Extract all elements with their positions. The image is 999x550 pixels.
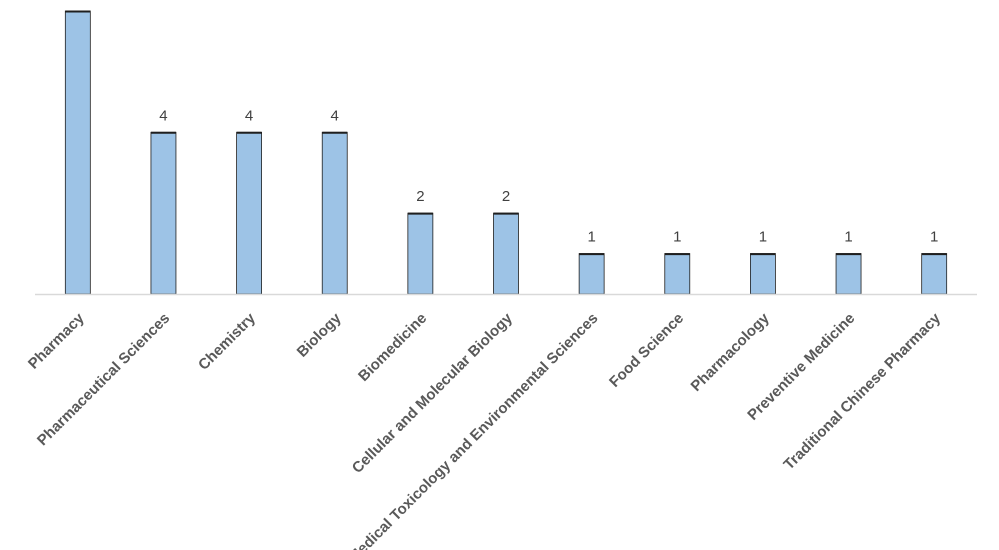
tick-label: Food Science xyxy=(606,310,687,391)
bar xyxy=(321,131,348,295)
bar xyxy=(835,253,862,295)
tick-label: Biology xyxy=(294,309,345,360)
tick-label: Traditional Chinese Pharmacy xyxy=(780,309,944,473)
bar xyxy=(664,253,691,295)
tick-label: Biomedicine xyxy=(355,310,430,385)
tick-label: Pharmacology xyxy=(688,309,774,395)
data-label: 4 xyxy=(159,107,167,124)
data-label: 1 xyxy=(673,229,681,246)
data-label: 2 xyxy=(502,188,510,205)
data-label: 4 xyxy=(331,107,339,124)
bar xyxy=(236,131,262,295)
bar xyxy=(578,253,605,295)
bar xyxy=(750,253,776,295)
tick-label: Chemistry xyxy=(195,309,259,373)
data-label: 2 xyxy=(416,188,424,205)
tick-label: Cellular and Molecular Biology xyxy=(349,309,516,476)
bar xyxy=(921,253,948,295)
data-labels-group: 4 4 4 2 2 1 1 1 1 1 xyxy=(159,107,938,245)
bar xyxy=(407,212,434,295)
bars-group xyxy=(64,10,948,295)
data-label: 1 xyxy=(759,229,767,246)
data-label: 1 xyxy=(930,229,938,246)
tick-label: Pharmacy xyxy=(25,309,88,372)
data-label: 1 xyxy=(844,229,852,246)
data-label: 1 xyxy=(587,229,595,246)
data-label: 4 xyxy=(245,107,253,124)
bar xyxy=(493,212,519,295)
bar xyxy=(150,131,177,295)
bar xyxy=(64,10,91,295)
